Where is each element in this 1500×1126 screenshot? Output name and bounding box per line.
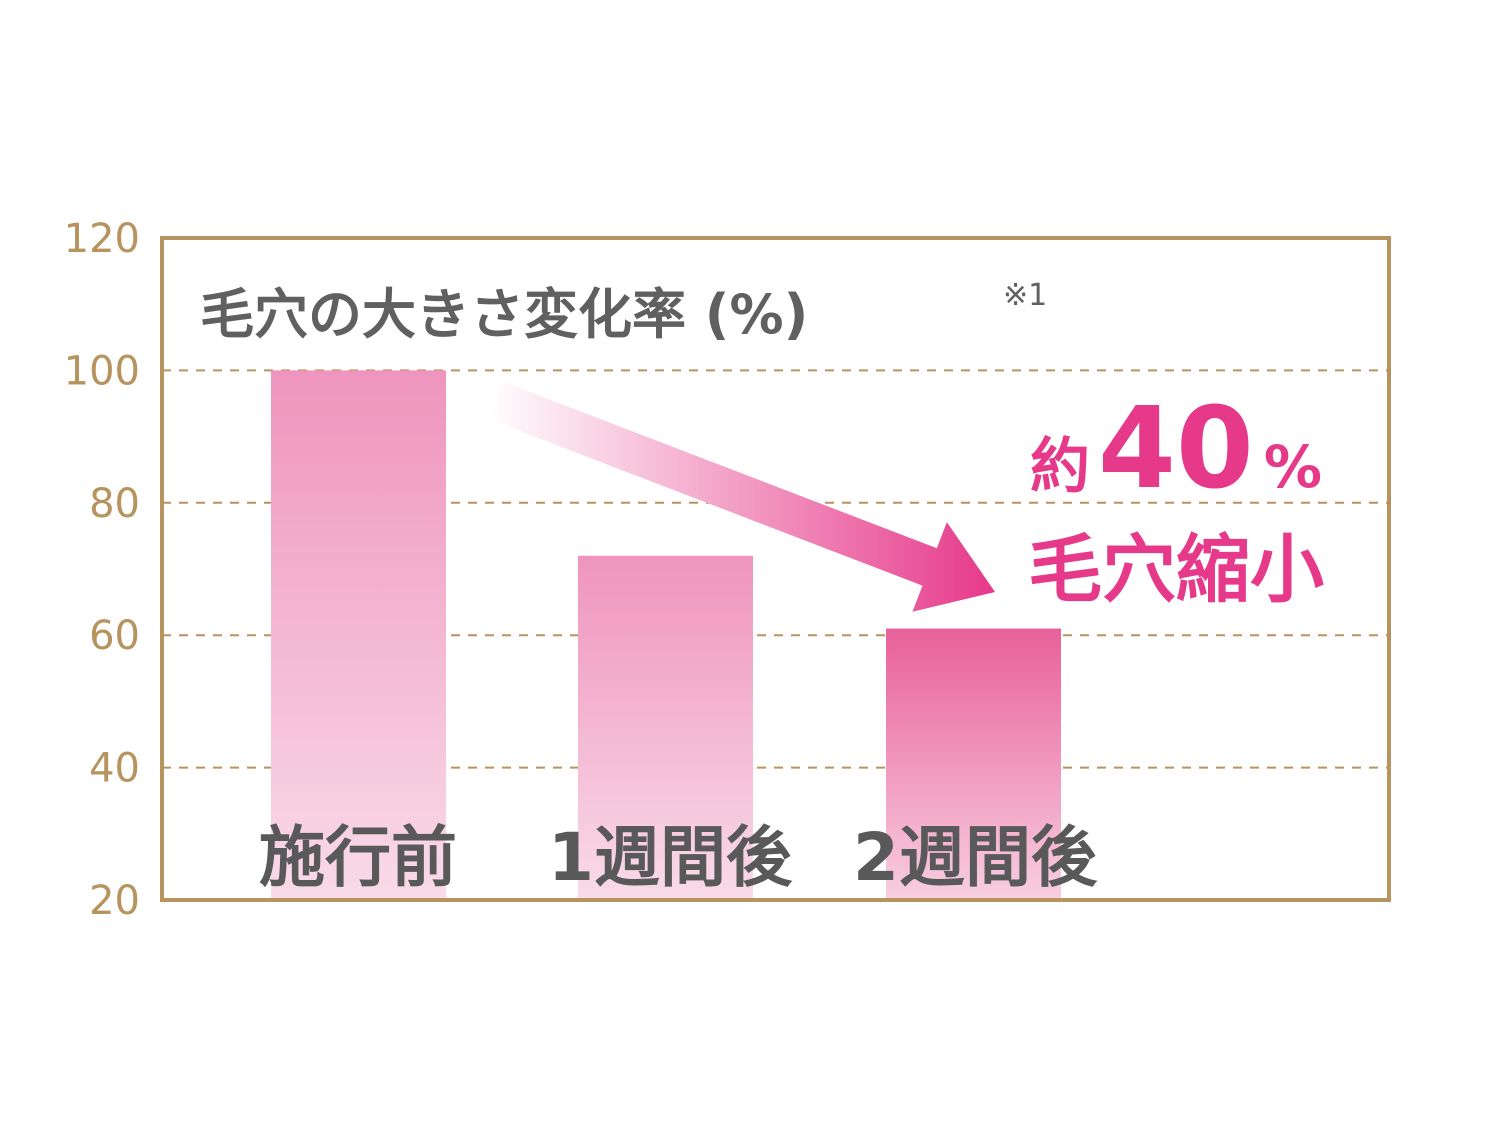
annotation-value: 40 bbox=[1098, 384, 1254, 514]
x-category-label: 1週間後 bbox=[548, 819, 793, 896]
bar-3 bbox=[886, 628, 1061, 900]
annotation-unit: % bbox=[1264, 433, 1322, 501]
annotation-text: 毛穴縮小 bbox=[1028, 527, 1324, 613]
y-tick-label: 80 bbox=[89, 481, 140, 527]
y-tick-label: 100 bbox=[64, 348, 140, 394]
bar-2 bbox=[578, 555, 753, 900]
decrease-arrow bbox=[487, 381, 995, 612]
bar-1 bbox=[271, 370, 446, 900]
y-tick-label: 60 bbox=[89, 613, 140, 659]
x-category-label: 2週間後 bbox=[853, 819, 1098, 896]
annotation-reduction: 約40% bbox=[1030, 384, 1322, 514]
plot-frame bbox=[160, 236, 1391, 902]
annotation-prefix: 約 bbox=[1030, 432, 1090, 502]
y-tick-label: 120 bbox=[64, 216, 140, 262]
title-footnote: ※1 bbox=[1003, 278, 1047, 313]
y-tick-label: 40 bbox=[89, 746, 140, 792]
y-tick-label: 20 bbox=[89, 878, 140, 924]
chart-title: 毛穴の大きさ変化率 (%) bbox=[200, 283, 808, 346]
x-category-label: 施行前 bbox=[259, 819, 457, 896]
